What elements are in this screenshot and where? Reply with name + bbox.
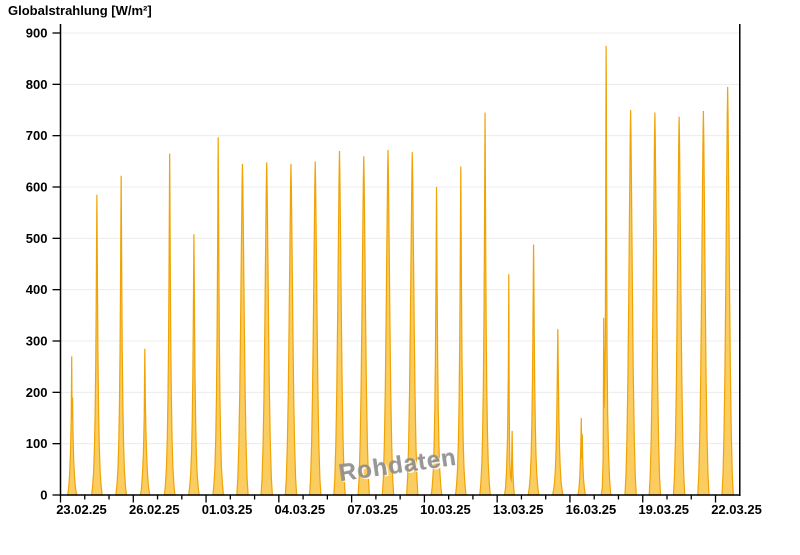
day-radiation-curve [236,163,249,496]
day-radiation-curve [577,417,587,496]
day-radiation-curve [381,150,395,496]
gridlines [60,32,740,445]
x-tick-label: 01.03.25 [202,502,253,517]
day-radiation-curve [212,137,225,496]
day-radiation-curve [139,348,151,496]
x-tick-label: 13.03.25 [493,502,544,517]
radiation-area-series [66,45,734,496]
chart-title: Globalstrahlung [W/m²] [8,3,152,18]
day-radiation-curve [527,244,540,496]
x-tick-label: 22.03.25 [711,502,762,517]
y-tick-label: 200 [26,385,48,400]
y-tick-label: 800 [26,77,48,92]
day-radiation-curve [454,166,467,496]
x-tick-label: 10.03.25 [420,502,471,517]
day-radiation-curve [333,151,346,496]
axis-labels: 0 100 200 300 400 500 600 700 800 900 23.02.25 26.0… [26,26,762,518]
day-radiation-curve [672,116,686,496]
day-radiation-curve [503,274,516,496]
day-radiation-curve [284,163,298,496]
x-tick-label: 07.03.25 [347,502,398,517]
day-radiation-curve [479,112,491,496]
y-tick-label: 400 [26,282,48,297]
day-radiation-curve [721,86,734,496]
day-radiation-curve [357,156,371,496]
y-tick-label: 0 [40,488,47,503]
day-radiation-curve [551,329,564,496]
day-radiation-curve [648,112,662,496]
y-tick-label: 300 [26,334,48,349]
day-radiation-curve [90,194,103,496]
y-tick-label: 700 [26,128,48,143]
x-tick-label: 23.02.25 [56,502,107,517]
day-radiation-curve [697,111,710,496]
y-tick-label: 600 [26,180,48,195]
y-tick-label: 100 [26,436,48,451]
day-radiation-curve [163,153,176,496]
x-tick-label: 04.03.25 [275,502,326,517]
x-tick-label: 19.03.25 [638,502,689,517]
day-radiation-curve [66,356,78,496]
day-radiation-curve [600,45,612,496]
day-radiation-curve [430,186,443,496]
day-radiation-curve [624,109,637,496]
day-radiation-curve [260,162,274,496]
day-radiation-curve [308,161,322,496]
y-tick-label: 900 [26,26,48,41]
day-radiation-curve [115,175,128,496]
day-radiation-curve [405,152,419,496]
day-radiation-curve [187,234,200,496]
axes [52,24,741,503]
x-tick-label: 26.02.25 [129,502,180,517]
x-tick-label: 16.03.25 [566,502,617,517]
y-tick-label: 500 [26,231,48,246]
